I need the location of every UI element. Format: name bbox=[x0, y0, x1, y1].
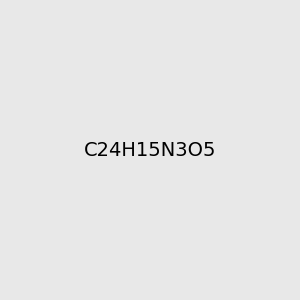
Text: C24H15N3O5: C24H15N3O5 bbox=[84, 140, 216, 160]
